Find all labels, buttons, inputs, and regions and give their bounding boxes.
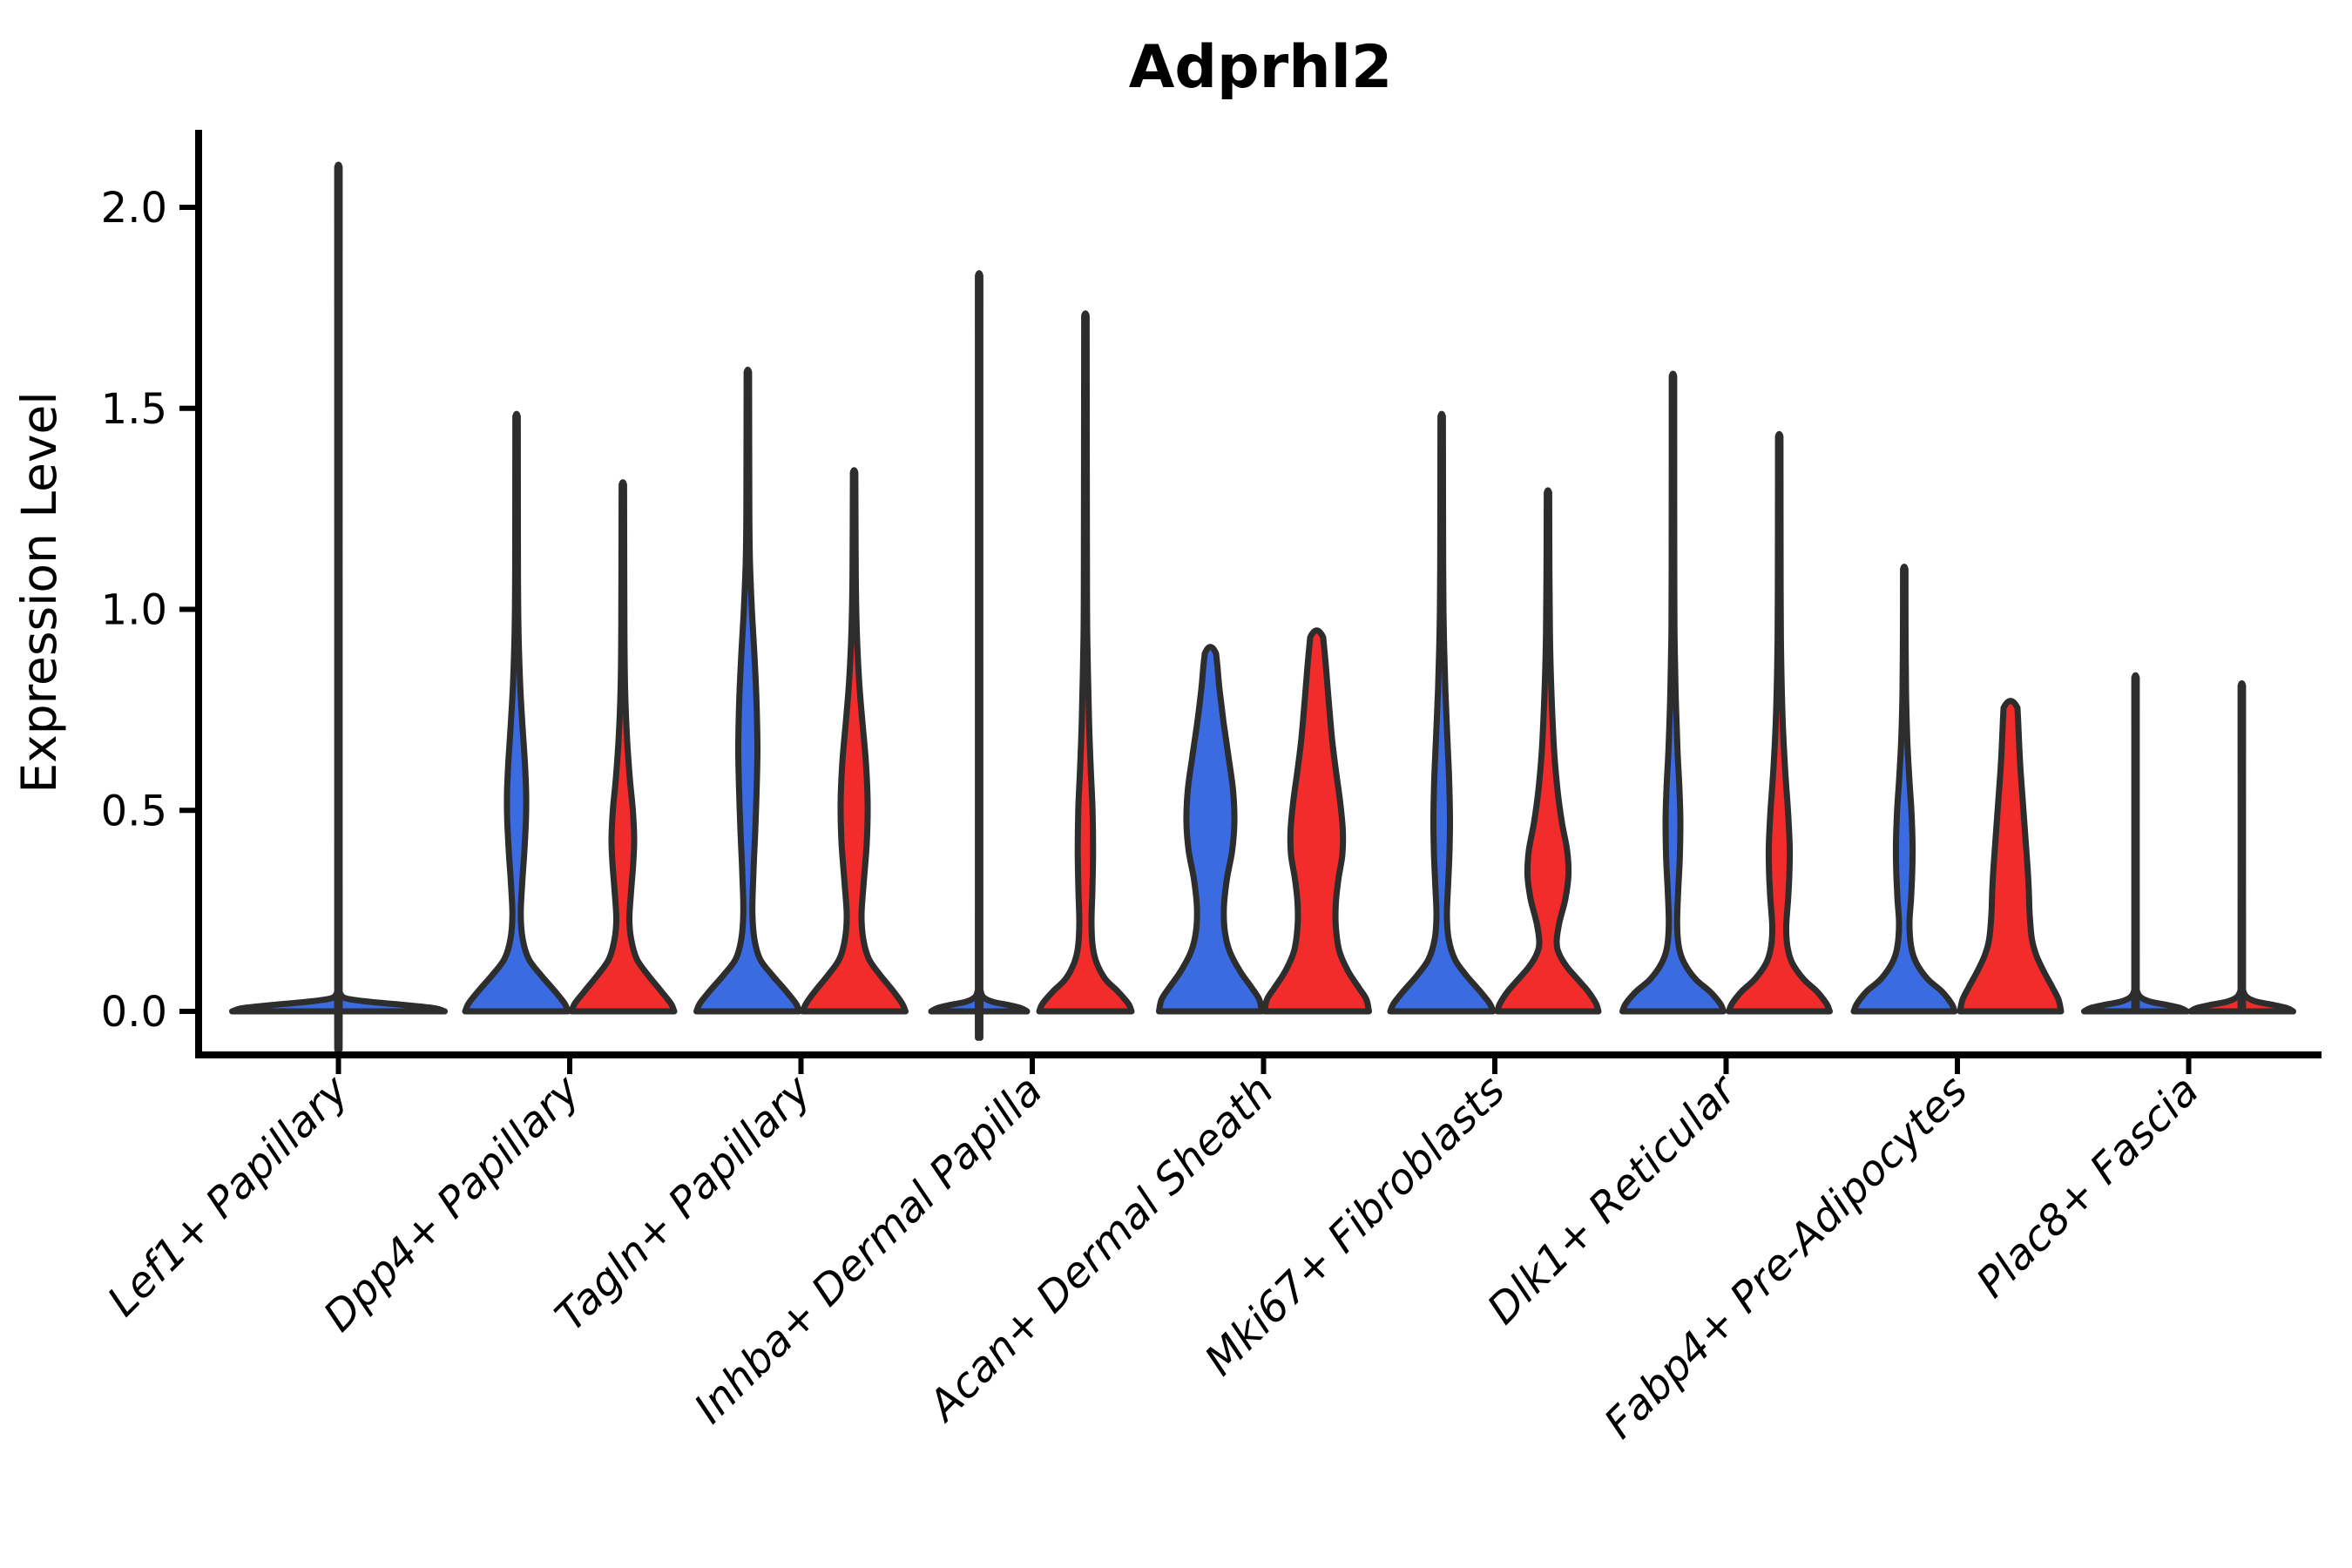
violin-plac8-fascia-blue [2081, 672, 2190, 1015]
x-tick-label-tagln-papillary: Tagln+ Papillary [546, 1065, 821, 1341]
violin-fabp4-pre-adipocytes-blue [1850, 564, 1958, 1015]
chart-title: Adprhl2 [1129, 33, 1393, 102]
violin-mki67-fibroblasts-blue [1387, 410, 1497, 1015]
violin-mki67-fibroblasts-red [1494, 487, 1602, 1015]
violin-dpp4-papillary-blue [462, 410, 571, 1015]
violin-lef1-papillary-blue [229, 161, 448, 1053]
violin-acan-dermal-sheath-red [1261, 627, 1372, 1015]
x-tick-label-lef1-papillary: Lef1+ Papillary [98, 1065, 359, 1326]
y-tick-label-1.0: 1.0 [101, 586, 167, 635]
x-tick-label-plac8-fascia: Plac8+ Fascia [1967, 1066, 2208, 1308]
violin-tagln-papillary-red [800, 467, 909, 1015]
x-tick-label-dpp4-papillary: Dpp4+ Papillary [314, 1065, 590, 1341]
violins-group [229, 161, 2296, 1053]
violin-dlk1-reticular-red [1726, 430, 1833, 1015]
violin-dlk1-reticular-blue [1619, 370, 1727, 1015]
x-tick-label-fabp4-pre-adipocytes: Fabp4+ Pre-Adipocytes [1595, 1066, 1977, 1449]
violin-acan-dermal-sheath-blue [1156, 644, 1265, 1015]
y-tick-label-1.5: 1.5 [101, 385, 167, 434]
violin-inhba-dermal-papilla-blue [928, 270, 1031, 1041]
axis-spines [195, 130, 2322, 1058]
y-axis-label: Expression Level [11, 391, 67, 793]
violin-plac8-fascia-red [2187, 679, 2296, 1015]
y-tick-label-0.5: 0.5 [101, 787, 167, 835]
violin-fabp4-pre-adipocytes-red [1957, 698, 2065, 1015]
y-tick-label-2.0: 2.0 [101, 184, 167, 233]
violin-tagln-papillary-blue [693, 366, 802, 1015]
violin-dpp4-papillary-red [568, 479, 678, 1015]
x-tick-label-dlk1-reticular: Dlk1+ Reticular [1478, 1064, 1748, 1335]
violin-inhba-dermal-papilla-red [1036, 310, 1135, 1015]
y-tick-label-0.0: 0.0 [101, 988, 167, 1037]
